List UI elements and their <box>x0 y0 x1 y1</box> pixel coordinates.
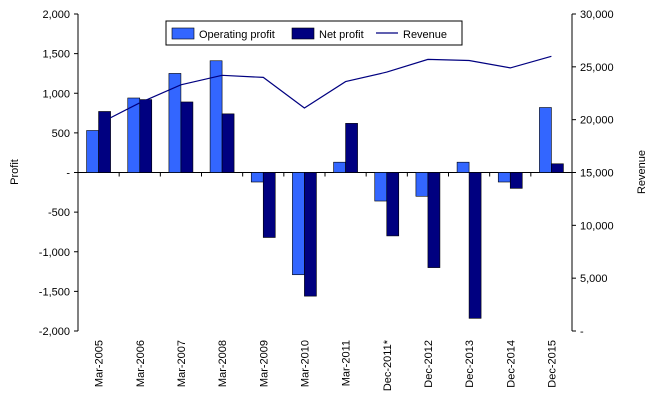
bar-operating-profit <box>250 172 264 183</box>
bar-operating-profit <box>415 172 429 197</box>
bar-net-profit <box>551 163 564 173</box>
x-tick-label: Mar-2011 <box>341 340 353 386</box>
bar-operating-profit <box>456 161 470 173</box>
y-tick-label: - <box>66 168 70 180</box>
y2-tick-label: 10,000 <box>580 220 614 232</box>
x-tick-label: Dec-2014 <box>505 340 517 388</box>
legend-label-revenue: Revenue <box>403 29 447 41</box>
y-tick-label: -1,500 <box>39 286 70 298</box>
x-tick-label: Mar-2010 <box>299 340 311 387</box>
x-tick-label: Dec-2012 <box>423 340 435 388</box>
y-tick-label: 500 <box>52 128 70 140</box>
x-tick-label: Mar-2009 <box>258 340 270 387</box>
bar-operating-profit <box>374 172 388 202</box>
bar-net-profit <box>262 172 276 238</box>
bar-net-profit <box>345 123 358 173</box>
x-tick-label: Dec-2011* <box>382 339 394 391</box>
legend-swatch-net-profit <box>291 27 315 40</box>
y2-axis-title: Revenue <box>636 150 648 194</box>
bar-net-profit <box>468 172 482 319</box>
legend-swatch-operating-profit <box>171 27 195 40</box>
bar-operating-profit <box>127 97 141 173</box>
x-tick-label: Mar-2007 <box>176 340 188 387</box>
y2-tick-label: 30,000 <box>580 9 614 21</box>
bar-net-profit <box>386 172 400 237</box>
y-tick-label: -500 <box>48 207 70 219</box>
x-tick-label: Dec-2015 <box>546 340 558 388</box>
bar-net-profit <box>98 111 111 173</box>
x-tick-label: Mar-2005 <box>94 340 106 387</box>
bar-net-profit <box>427 172 441 268</box>
y-tick-label: 2,000 <box>42 9 70 21</box>
bar-net-profit <box>304 172 317 297</box>
bars <box>86 60 564 319</box>
y2-tick-label: 25,000 <box>580 62 614 74</box>
bar-operating-profit <box>497 172 511 183</box>
legend-label-operating-profit: Operating profit <box>199 29 275 41</box>
y2-tick-label: - <box>580 326 584 338</box>
legend: Operating profit Net profit Revenue <box>165 20 463 46</box>
y-tick-label: -2,000 <box>39 326 70 338</box>
y-axis-title: Profit <box>9 159 21 185</box>
bar-operating-profit <box>292 172 305 276</box>
bar-operating-profit <box>333 161 346 173</box>
y2-tick-label: 15,000 <box>580 168 614 180</box>
revenue-line-layer <box>98 55 552 125</box>
bar-operating-profit <box>539 107 552 173</box>
x-tick-label: Mar-2008 <box>217 340 229 387</box>
labels: 2,000 1,500 1,000 500 - -500 -1,000 -1,500 -2,00… <box>39 9 614 391</box>
bar-net-profit <box>509 172 523 189</box>
bar-operating-profit <box>168 73 182 173</box>
x-tick-label: Mar-2006 <box>135 340 147 387</box>
axes <box>74 13 576 332</box>
y2-tick-label: 5,000 <box>580 273 608 285</box>
y-tick-label: -1,000 <box>39 247 70 259</box>
x-tick-label: Dec-2013 <box>464 340 476 388</box>
bar-net-profit <box>221 113 235 173</box>
y-tick-label: 1,000 <box>42 88 70 100</box>
revenue-line <box>98 55 552 125</box>
bar-net-profit <box>180 101 194 173</box>
legend-label-net-profit: Net profit <box>319 29 364 41</box>
y-tick-label: 1,500 <box>42 49 70 61</box>
y2-tick-label: 20,000 <box>580 115 614 127</box>
bar-operating-profit <box>86 130 99 173</box>
bar-net-profit <box>139 99 153 173</box>
